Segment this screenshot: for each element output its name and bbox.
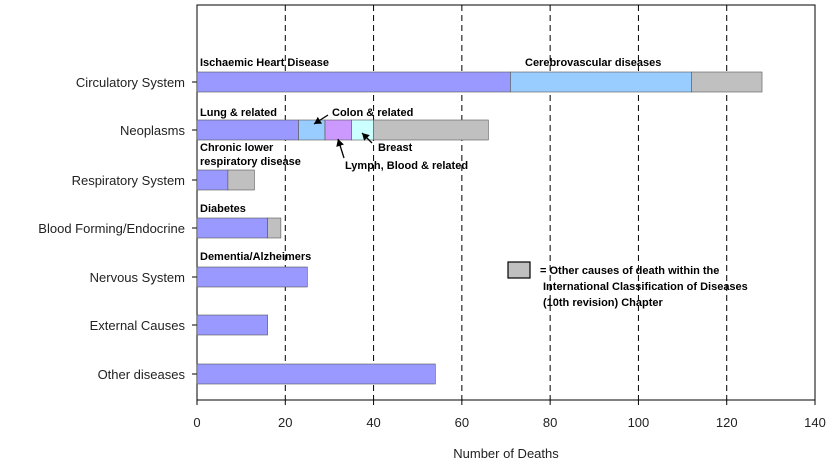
bar-blood-forming-endocrine-diabetes: [196, 217, 268, 239]
bar-circulatory-system-other: [691, 71, 763, 93]
annotation-lung-related: Lung & related: [200, 107, 277, 119]
bar-neoplasms-breast: [351, 119, 374, 141]
category-label-blood-forming-endocrine: Blood Forming/Endocrine: [38, 221, 185, 236]
arrow-lymph-head: [336, 139, 344, 147]
bar-nervous-system-dementia-alzheimers: [196, 266, 308, 288]
annotation-ischaemic-heart-disease: Ischaemic Heart Disease: [200, 57, 329, 69]
annotation-dementia-alzheimers: Dementia/Alzheimers: [200, 251, 311, 263]
bar-respiratory-system-chronic-lower-respiratory-disease: [196, 169, 229, 191]
bar-neoplasms-lymph-blood-related: [324, 119, 352, 141]
annotation-cerebrovascular-diseases: Cerebrovascular diseases: [525, 57, 661, 69]
bar-circulatory-system-cerebrovascular-diseases: [510, 71, 692, 93]
x-tick-label-0: 0: [193, 415, 200, 430]
category-label-circulatory-system: Circulatory System: [76, 75, 185, 90]
x-tick-label-100: 100: [628, 415, 650, 430]
plot-frame: [196, 4, 816, 401]
x-tick-label-120: 120: [716, 415, 738, 430]
annotation-respiratory-disease: respiratory disease: [200, 156, 301, 168]
annotation-diabetes: Diabetes: [200, 203, 246, 215]
category-label-respiratory-system: Respiratory System: [72, 173, 185, 188]
bar-neoplasms-other: [373, 119, 489, 141]
bar-respiratory-system-other: [227, 169, 255, 191]
legend-swatch-other: [507, 261, 531, 279]
annotation-lymph-blood-related: Lymph, Blood & related: [345, 160, 468, 172]
x-tick-label-20: 20: [278, 415, 292, 430]
legend-text-line-2: International Classification of Diseases: [543, 281, 748, 293]
bar-circulatory-system-ischaemic-heart-disease: [196, 71, 511, 93]
annotation-colon-related: Colon & related: [332, 107, 413, 119]
category-label-nervous-system: Nervous System: [90, 270, 185, 285]
legend-text-line-1: = Other causes of death within the: [540, 265, 719, 277]
x-tick-label-80: 80: [543, 415, 557, 430]
bar-blood-forming-endocrine-other: [267, 217, 282, 239]
bar-other-diseases-segment-0: [196, 363, 436, 385]
legend-text-line-3: (10th revision) Chapter: [543, 297, 664, 309]
x-axis-label: Number of Deaths: [453, 446, 559, 461]
annotation-chronic-lower: Chronic lower: [200, 142, 274, 154]
category-label-neoplasms: Neoplasms: [120, 123, 186, 138]
bar-external-causes-segment-0: [196, 314, 268, 336]
arrow-breast-head: [362, 133, 370, 141]
x-tick-label-40: 40: [366, 415, 380, 430]
category-label-external-causes: External Causes: [90, 318, 186, 333]
bar-neoplasms-lung-related: [196, 119, 299, 141]
category-label-other-diseases: Other diseases: [98, 367, 186, 382]
annotation-breast: Breast: [378, 142, 413, 154]
arrow-colon-head: [314, 116, 323, 124]
x-tick-label-60: 60: [455, 415, 469, 430]
x-tick-label-140: 140: [804, 415, 826, 430]
